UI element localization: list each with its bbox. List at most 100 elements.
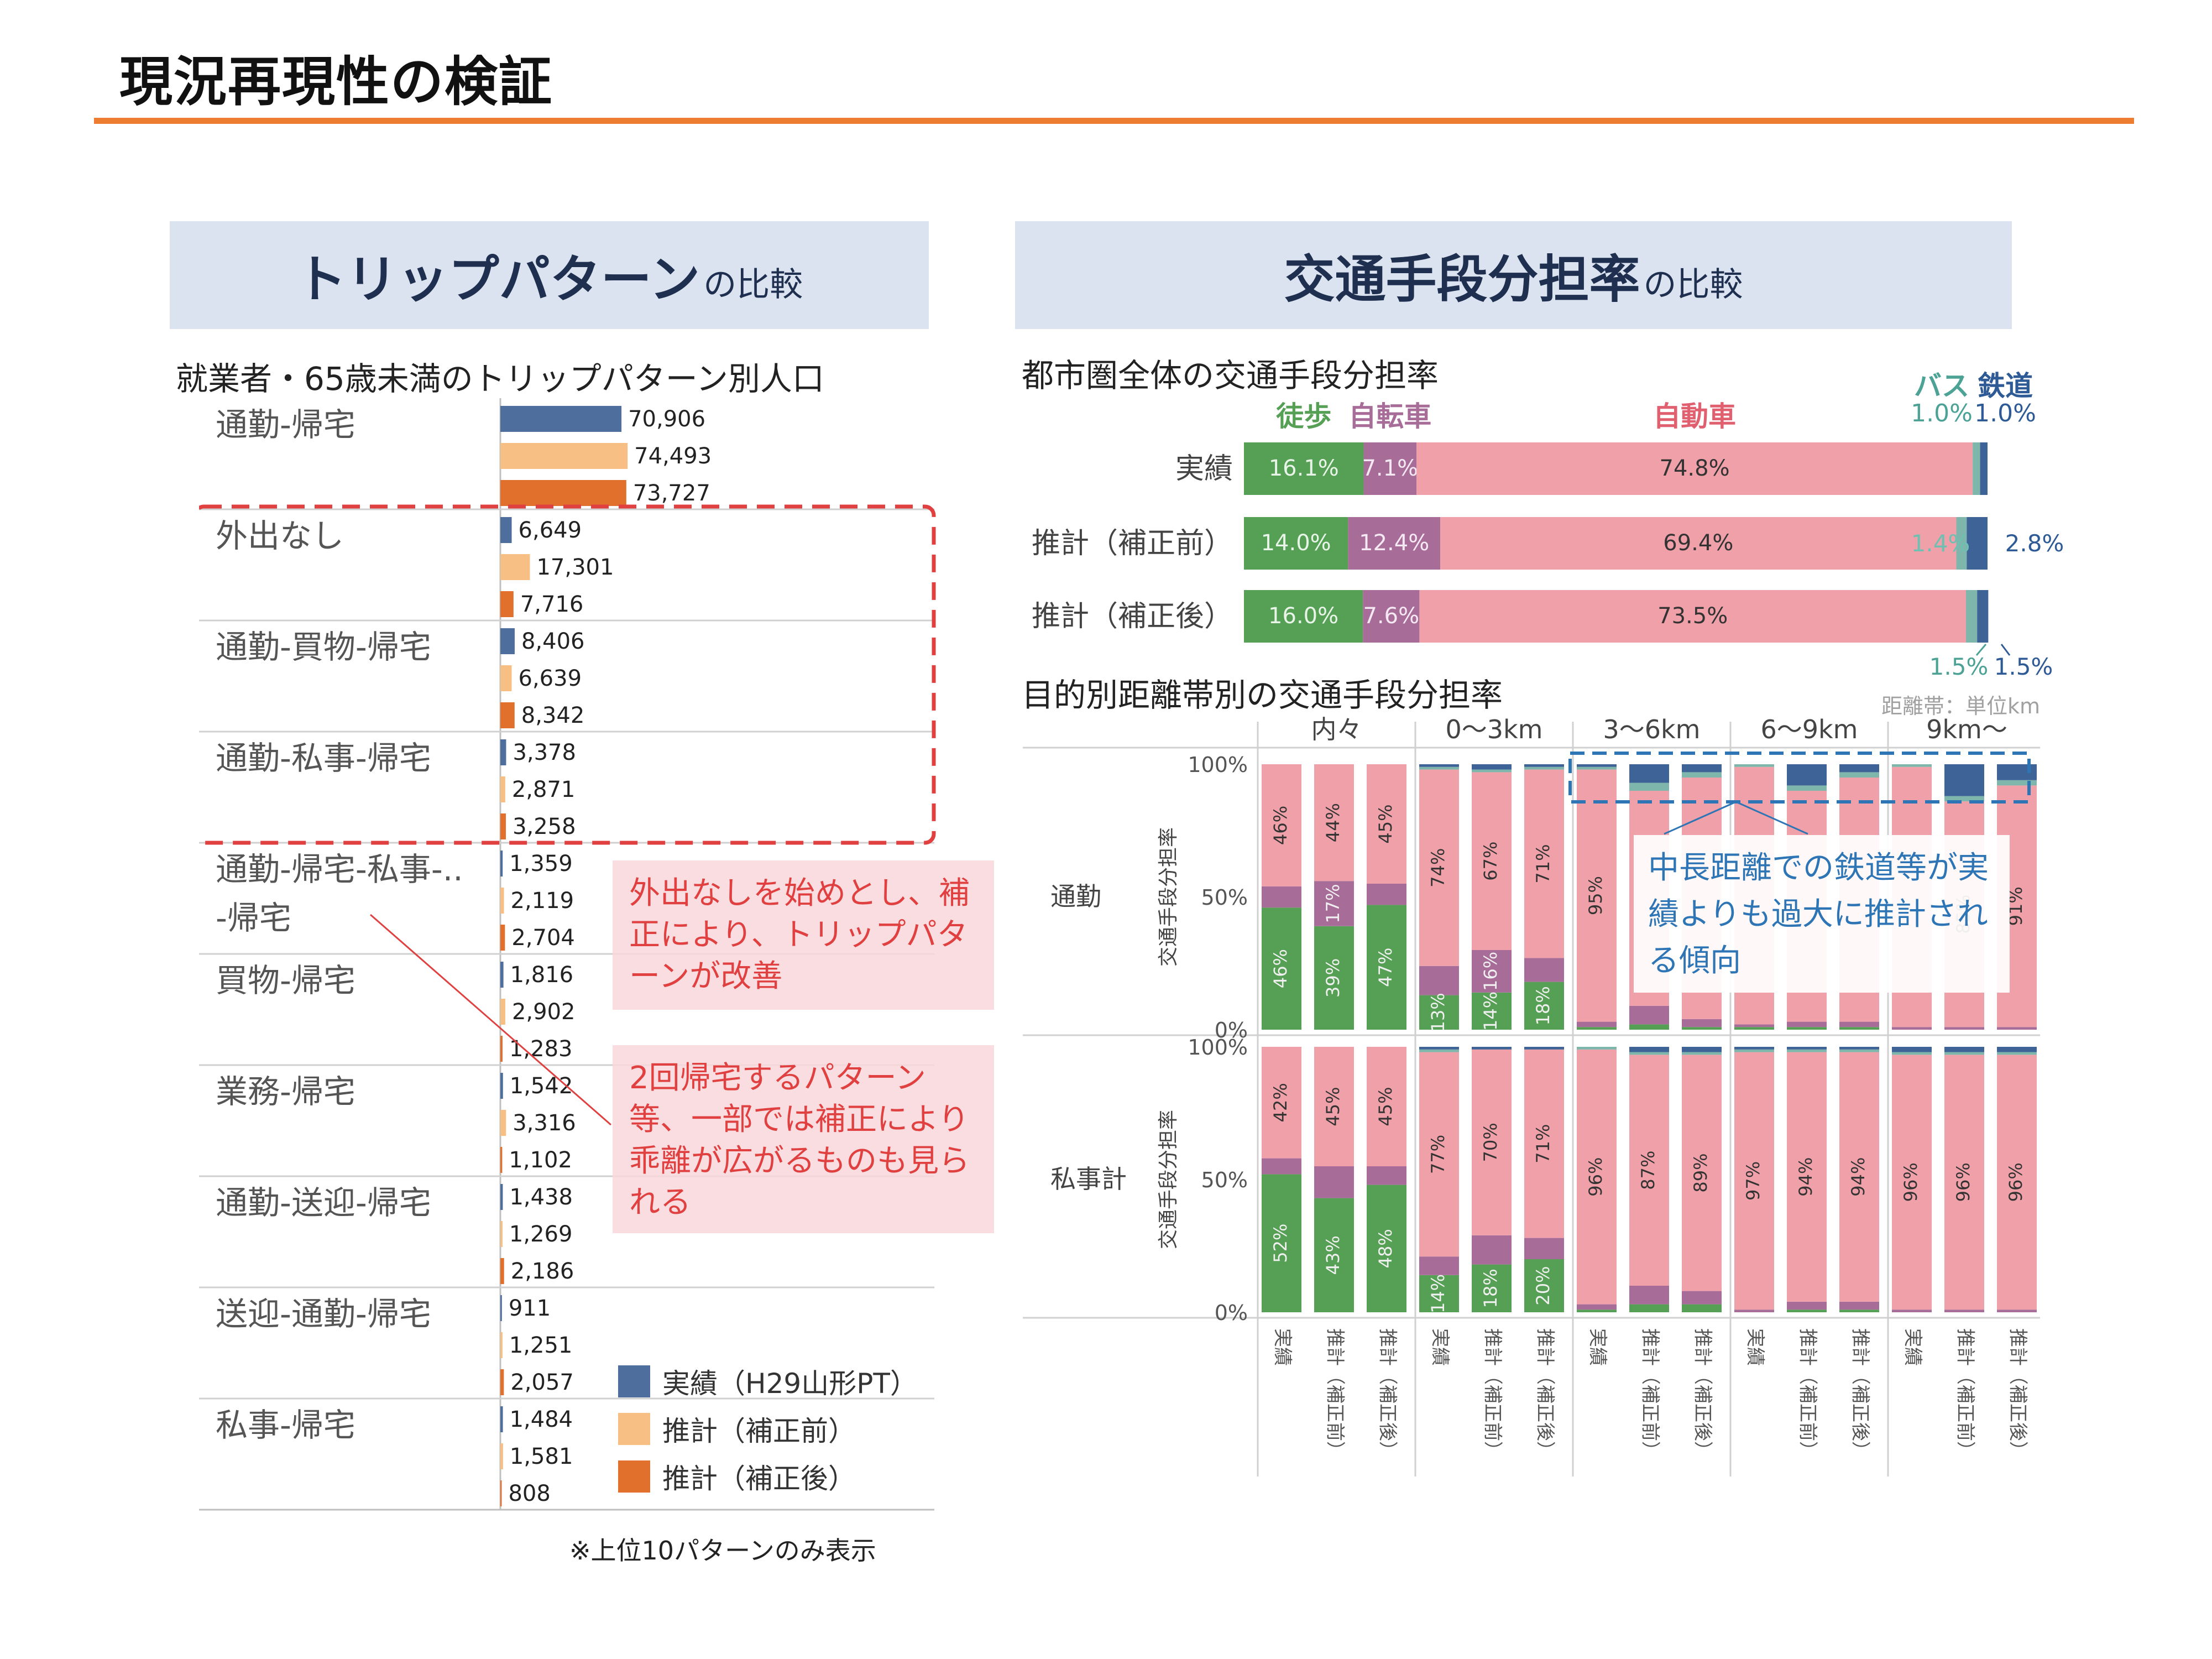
leader-line (1975, 644, 1987, 656)
legend-label-post: 推計（補正後） (662, 1463, 856, 1495)
share-column-segment (1524, 1047, 1564, 1050)
trip-data-label: 1,251 (509, 1333, 573, 1358)
legend-swatch-pre (618, 1413, 650, 1445)
legend-swatch-actual (618, 1365, 650, 1397)
distance-band-label: 6～9km (1761, 714, 1858, 744)
bus-share-label: 1.5% (1929, 653, 1989, 680)
share-segment (1244, 517, 1348, 570)
trip-bar (500, 702, 515, 728)
trip-bar (500, 554, 530, 580)
share-column-segment (1314, 1047, 1354, 1166)
trip-pattern-header-main: トリップパターン (295, 250, 700, 309)
share-column-segment (1734, 1049, 1774, 1052)
trip-bar (500, 888, 504, 914)
share-column-segment (1262, 1158, 1301, 1175)
column-category-label: 推計（補正前） (1954, 1328, 1976, 1460)
share-column-segment (1472, 772, 1512, 950)
overall-share-chart: 徒歩 自転車 自動車 バス 鉄道1.0% 1.0% 実績 16.1% 7.1% 74.8% 推計（補… (1032, 370, 2064, 680)
share-column-segment (1734, 1024, 1774, 1027)
share-column-segment (1577, 1310, 1617, 1312)
share-column-segment (1839, 1301, 1879, 1310)
column-data-label: 96% (1953, 1162, 1974, 1202)
share-column-segment (1734, 1310, 1774, 1312)
share-column-segment (1577, 1027, 1617, 1030)
share-column-segment (1682, 1055, 1722, 1291)
share-column-segment (1682, 1019, 1722, 1027)
share-row-label: 推計（補正後） (1032, 600, 1233, 633)
column-data-label: 96% (2005, 1162, 2026, 1202)
share-segment-label: 69.4% (1663, 530, 1733, 556)
share-column-segment (1367, 764, 1406, 884)
trip-category-label: 通勤-送迎-帰宅 (216, 1184, 431, 1222)
column-data-label: 74% (1427, 848, 1448, 888)
mode-header-label: 自転車 (1348, 400, 1431, 432)
share-column-segment (1367, 905, 1406, 1030)
footnote: ※上位10パターンのみ表示 (569, 1536, 876, 1566)
trip-bar (500, 1036, 503, 1062)
trip-data-label: 70,906 (628, 406, 705, 432)
column-data-label: 16% (1480, 952, 1501, 991)
y-tick-label: 0% (1215, 1018, 1248, 1042)
rail-highlight-box (1568, 752, 2031, 804)
trip-bar (500, 813, 506, 839)
share-column-segment (1524, 1259, 1564, 1312)
share-column-segment (1367, 1047, 1406, 1166)
share-column-segment (1524, 958, 1564, 982)
share-column-segment (1892, 764, 1932, 767)
trip-data-label: 2,704 (511, 925, 575, 951)
trip-category-label: -帰宅 (216, 899, 291, 937)
share-column-segment (1944, 1047, 1984, 1052)
share-segment (1419, 590, 1966, 643)
column-category-label: 実績 (1429, 1328, 1451, 1366)
share-segment-label: 7.1% (1362, 456, 1418, 481)
column-data-label: 96% (1585, 1157, 1606, 1197)
legend-swatch-post (618, 1460, 650, 1493)
share-column-segment (1839, 764, 1879, 773)
share-column-segment (1892, 1052, 1932, 1055)
modal-share-header-main: 交通手段分担率 (1284, 250, 1640, 309)
column-data-label: 77% (1427, 1135, 1448, 1174)
column-category-label: 推計（補正前） (1639, 1328, 1661, 1460)
share-segment (1440, 517, 1957, 570)
callout-divergence: 2回帰宅するパターン等、一部では補正により乖離が広がるものも見られる (613, 1045, 994, 1233)
column-data-label: 95% (1585, 876, 1606, 915)
trip-bar (500, 1406, 503, 1432)
mode-header-label: 徒歩 (1275, 400, 1331, 432)
column-category-label: 推計（補正後） (1849, 1328, 1871, 1460)
share-column-segment (1367, 1166, 1406, 1185)
trip-data-label: 1,816 (510, 962, 574, 988)
legend-label-pre: 推計（補正前） (662, 1415, 856, 1447)
share-column-segment (1524, 766, 1564, 770)
share-column-segment (1787, 764, 1827, 786)
trip-data-label: 6,639 (519, 666, 582, 691)
share-column-segment (1367, 1185, 1406, 1312)
share-column-segment (1419, 1275, 1459, 1312)
share-column-segment (1419, 764, 1459, 767)
trip-bar (500, 628, 515, 654)
trip-bar (500, 1221, 503, 1247)
share-column-segment (1419, 769, 1459, 966)
trip-data-label: 2,119 (511, 888, 574, 914)
share-column-segment (1262, 1174, 1301, 1312)
column-data-label: 47% (1375, 948, 1396, 987)
share-column-segment (1892, 1047, 1932, 1052)
trip-category-label: 通勤-帰宅 (216, 406, 355, 444)
share-segment (1977, 590, 1989, 643)
share-segment (1967, 517, 1988, 570)
share-column-segment (1944, 796, 1984, 802)
trip-bar (500, 1443, 503, 1469)
share-segment-label: 73.5% (1657, 603, 1728, 629)
trip-bar (500, 1110, 506, 1136)
highlight-box (199, 504, 936, 845)
trip-data-label: 1,542 (510, 1073, 573, 1099)
trip-bar (500, 406, 622, 432)
column-category-label: 推計（補正前） (1324, 1328, 1346, 1460)
trip-pattern-chart-title: 就業者・65歳未満のトリップパターン別人口 (176, 360, 824, 398)
trip-data-label: 2,186 (511, 1259, 574, 1284)
share-column-segment (1682, 1052, 1722, 1055)
column-data-label: 42% (1270, 1083, 1291, 1122)
share-column-segment (1577, 769, 1617, 1022)
trip-bar (500, 851, 503, 877)
share-column-segment (1524, 1238, 1564, 1259)
share-column-segment (1944, 1027, 1984, 1030)
